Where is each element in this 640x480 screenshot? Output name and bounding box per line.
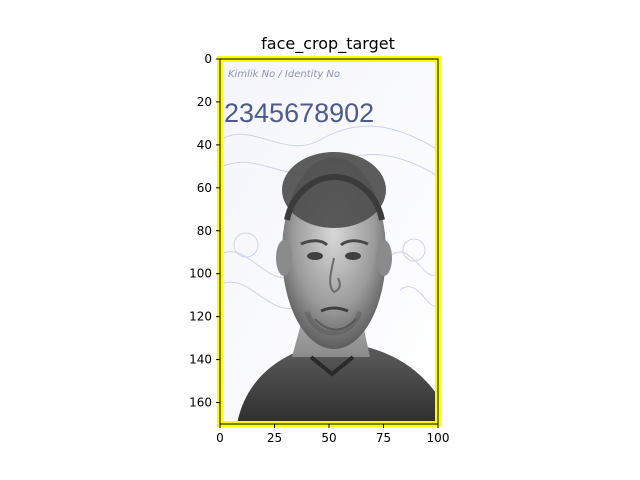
id-photo-image: Kimlik No / Identity No 2345678902 — [220, 59, 438, 424]
y-tick-label: 140 — [189, 353, 212, 367]
y-tick-label: 120 — [189, 310, 212, 324]
y-tick-label: 40 — [197, 138, 212, 152]
y-tick-label: 160 — [189, 396, 212, 410]
x-tick-label: 0 — [216, 431, 224, 445]
plot-area: Kimlik No / Identity No 2345678902 — [189, 52, 449, 445]
person-portrait — [237, 152, 438, 424]
y-tick-label: 100 — [189, 267, 212, 281]
y-tick-label: 20 — [197, 95, 212, 109]
x-tick-label: 75 — [376, 431, 391, 445]
y-axis: 0 20 40 60 80 100 120 140 160 — [189, 52, 220, 410]
y-tick-label: 60 — [197, 181, 212, 195]
x-tick-label: 25 — [267, 431, 282, 445]
y-tick-label: 80 — [197, 224, 212, 238]
x-tick-label: 100 — [427, 431, 450, 445]
x-axis: 0 25 50 75 100 — [216, 424, 449, 445]
y-tick-label: 0 — [204, 52, 212, 66]
chart-title: face_crop_target — [261, 34, 395, 53]
x-tick-label: 50 — [321, 431, 336, 445]
document-id-number: 2345678902 — [224, 98, 374, 128]
document-header-text: Kimlik No / Identity No — [228, 69, 340, 80]
